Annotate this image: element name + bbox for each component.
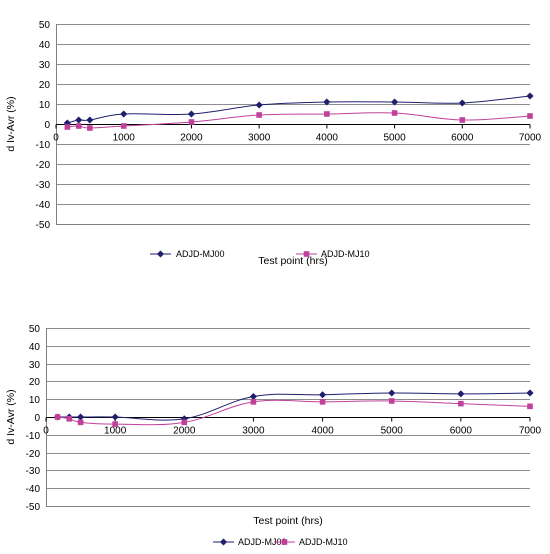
x-tick-label: 0 xyxy=(43,426,49,437)
y-tick-label: 30 xyxy=(29,360,41,371)
x-tick-label: 0 xyxy=(53,133,59,144)
y-tick-label: -20 xyxy=(36,160,51,171)
data-point xyxy=(75,123,82,129)
y-tick-label: 0 xyxy=(44,120,50,131)
data-point xyxy=(250,399,257,405)
y-tick-label: -10 xyxy=(26,431,41,442)
series-2 xyxy=(64,110,533,131)
data-point xyxy=(181,419,188,426)
y-tick-label: -50 xyxy=(36,220,51,231)
y-tick-label: 40 xyxy=(39,40,51,51)
legend-marker xyxy=(303,251,310,257)
data-point xyxy=(527,403,533,410)
x-axis-label: Test point (hrs) xyxy=(253,515,322,527)
x-tick-label: 6000 xyxy=(451,133,474,144)
data-point xyxy=(120,110,128,118)
y-tick-label: 50 xyxy=(29,324,41,335)
y-tick-label: -40 xyxy=(36,200,51,211)
y-tick-label: 30 xyxy=(39,60,51,71)
series-line xyxy=(57,392,531,421)
data-point xyxy=(256,112,262,118)
y-tick-label: 40 xyxy=(29,342,41,353)
data-point xyxy=(120,123,127,129)
x-tick-label: 5000 xyxy=(383,133,406,144)
y-tick-label: 20 xyxy=(29,377,41,388)
data-point xyxy=(76,413,85,421)
y-tick-label: -40 xyxy=(26,484,41,495)
data-point xyxy=(458,99,466,107)
series-2 xyxy=(54,398,533,427)
x-tick-label: 5000 xyxy=(381,426,404,437)
data-point xyxy=(249,392,258,401)
y-tick-label: 50 xyxy=(39,20,51,31)
data-point xyxy=(187,110,196,118)
data-point xyxy=(526,92,534,100)
series-line xyxy=(67,95,531,124)
data-point xyxy=(457,390,465,398)
data-point xyxy=(459,117,466,123)
data-point xyxy=(255,101,263,109)
data-point xyxy=(66,415,73,422)
data-point xyxy=(111,413,119,421)
x-tick-label: 3000 xyxy=(248,133,271,144)
legend-label: ADJD-MJ10 xyxy=(321,249,370,259)
y-tick-label: 0 xyxy=(34,413,40,424)
legend-label: ADJD-MJ10 xyxy=(299,537,348,547)
legend-marker xyxy=(219,538,228,546)
data-point xyxy=(323,98,331,106)
data-point xyxy=(188,119,195,125)
data-point xyxy=(391,110,398,116)
legend-label: ADJD-MJ00 xyxy=(238,537,287,547)
y-tick-label: -20 xyxy=(26,449,41,460)
y-tick-label: -10 xyxy=(36,140,51,151)
y-tick-label: -30 xyxy=(36,180,51,191)
data-point xyxy=(87,125,93,131)
legend-label: ADJD-MJ00 xyxy=(176,249,225,259)
data-point xyxy=(112,421,118,427)
data-point xyxy=(527,113,533,119)
x-tick-label: 7000 xyxy=(519,133,542,144)
data-point xyxy=(54,414,61,420)
data-point xyxy=(86,116,94,124)
y-tick-label: 10 xyxy=(29,395,41,406)
legend-marker xyxy=(156,250,165,258)
data-point xyxy=(526,389,534,397)
legend: ADJD-MJ00 ADJD-MJ10 xyxy=(150,249,370,259)
data-point xyxy=(390,98,399,106)
x-tick-label: 1000 xyxy=(113,133,136,144)
x-tick-label: 4000 xyxy=(311,426,334,437)
data-point xyxy=(319,399,326,405)
series-line xyxy=(57,399,531,426)
x-axis-label: Test point (hrs) xyxy=(258,255,327,267)
x-tick-label: 4000 xyxy=(316,133,339,144)
data-point xyxy=(64,124,71,130)
y-tick-label: 10 xyxy=(39,100,51,111)
x-tick-label: 7000 xyxy=(519,426,542,437)
legend: ADJD-MJ00 ADJD-MJ10 xyxy=(213,537,348,547)
x-tick-label: 6000 xyxy=(450,426,473,437)
series-line xyxy=(67,112,531,129)
data-point xyxy=(324,111,330,117)
data-point xyxy=(77,419,84,426)
data-point xyxy=(388,389,396,397)
data-point xyxy=(388,398,395,404)
legend-marker xyxy=(281,539,288,545)
data-point xyxy=(75,116,83,124)
y-axis-label: d Iv-Avr (%) xyxy=(5,96,17,151)
x-tick-label: 2000 xyxy=(173,426,196,437)
x-tick-label: 3000 xyxy=(242,426,265,437)
y-axis-label: d Iv-Avr (%) xyxy=(5,389,17,444)
x-tick-label: 1000 xyxy=(104,426,127,437)
y-tick-label: -50 xyxy=(26,502,41,513)
series-1 xyxy=(63,92,534,127)
y-tick-label: -30 xyxy=(26,466,41,477)
x-tick-label: 2000 xyxy=(180,133,203,144)
y-tick-label: 20 xyxy=(39,80,51,91)
data-point xyxy=(318,391,327,399)
data-point xyxy=(458,400,464,407)
